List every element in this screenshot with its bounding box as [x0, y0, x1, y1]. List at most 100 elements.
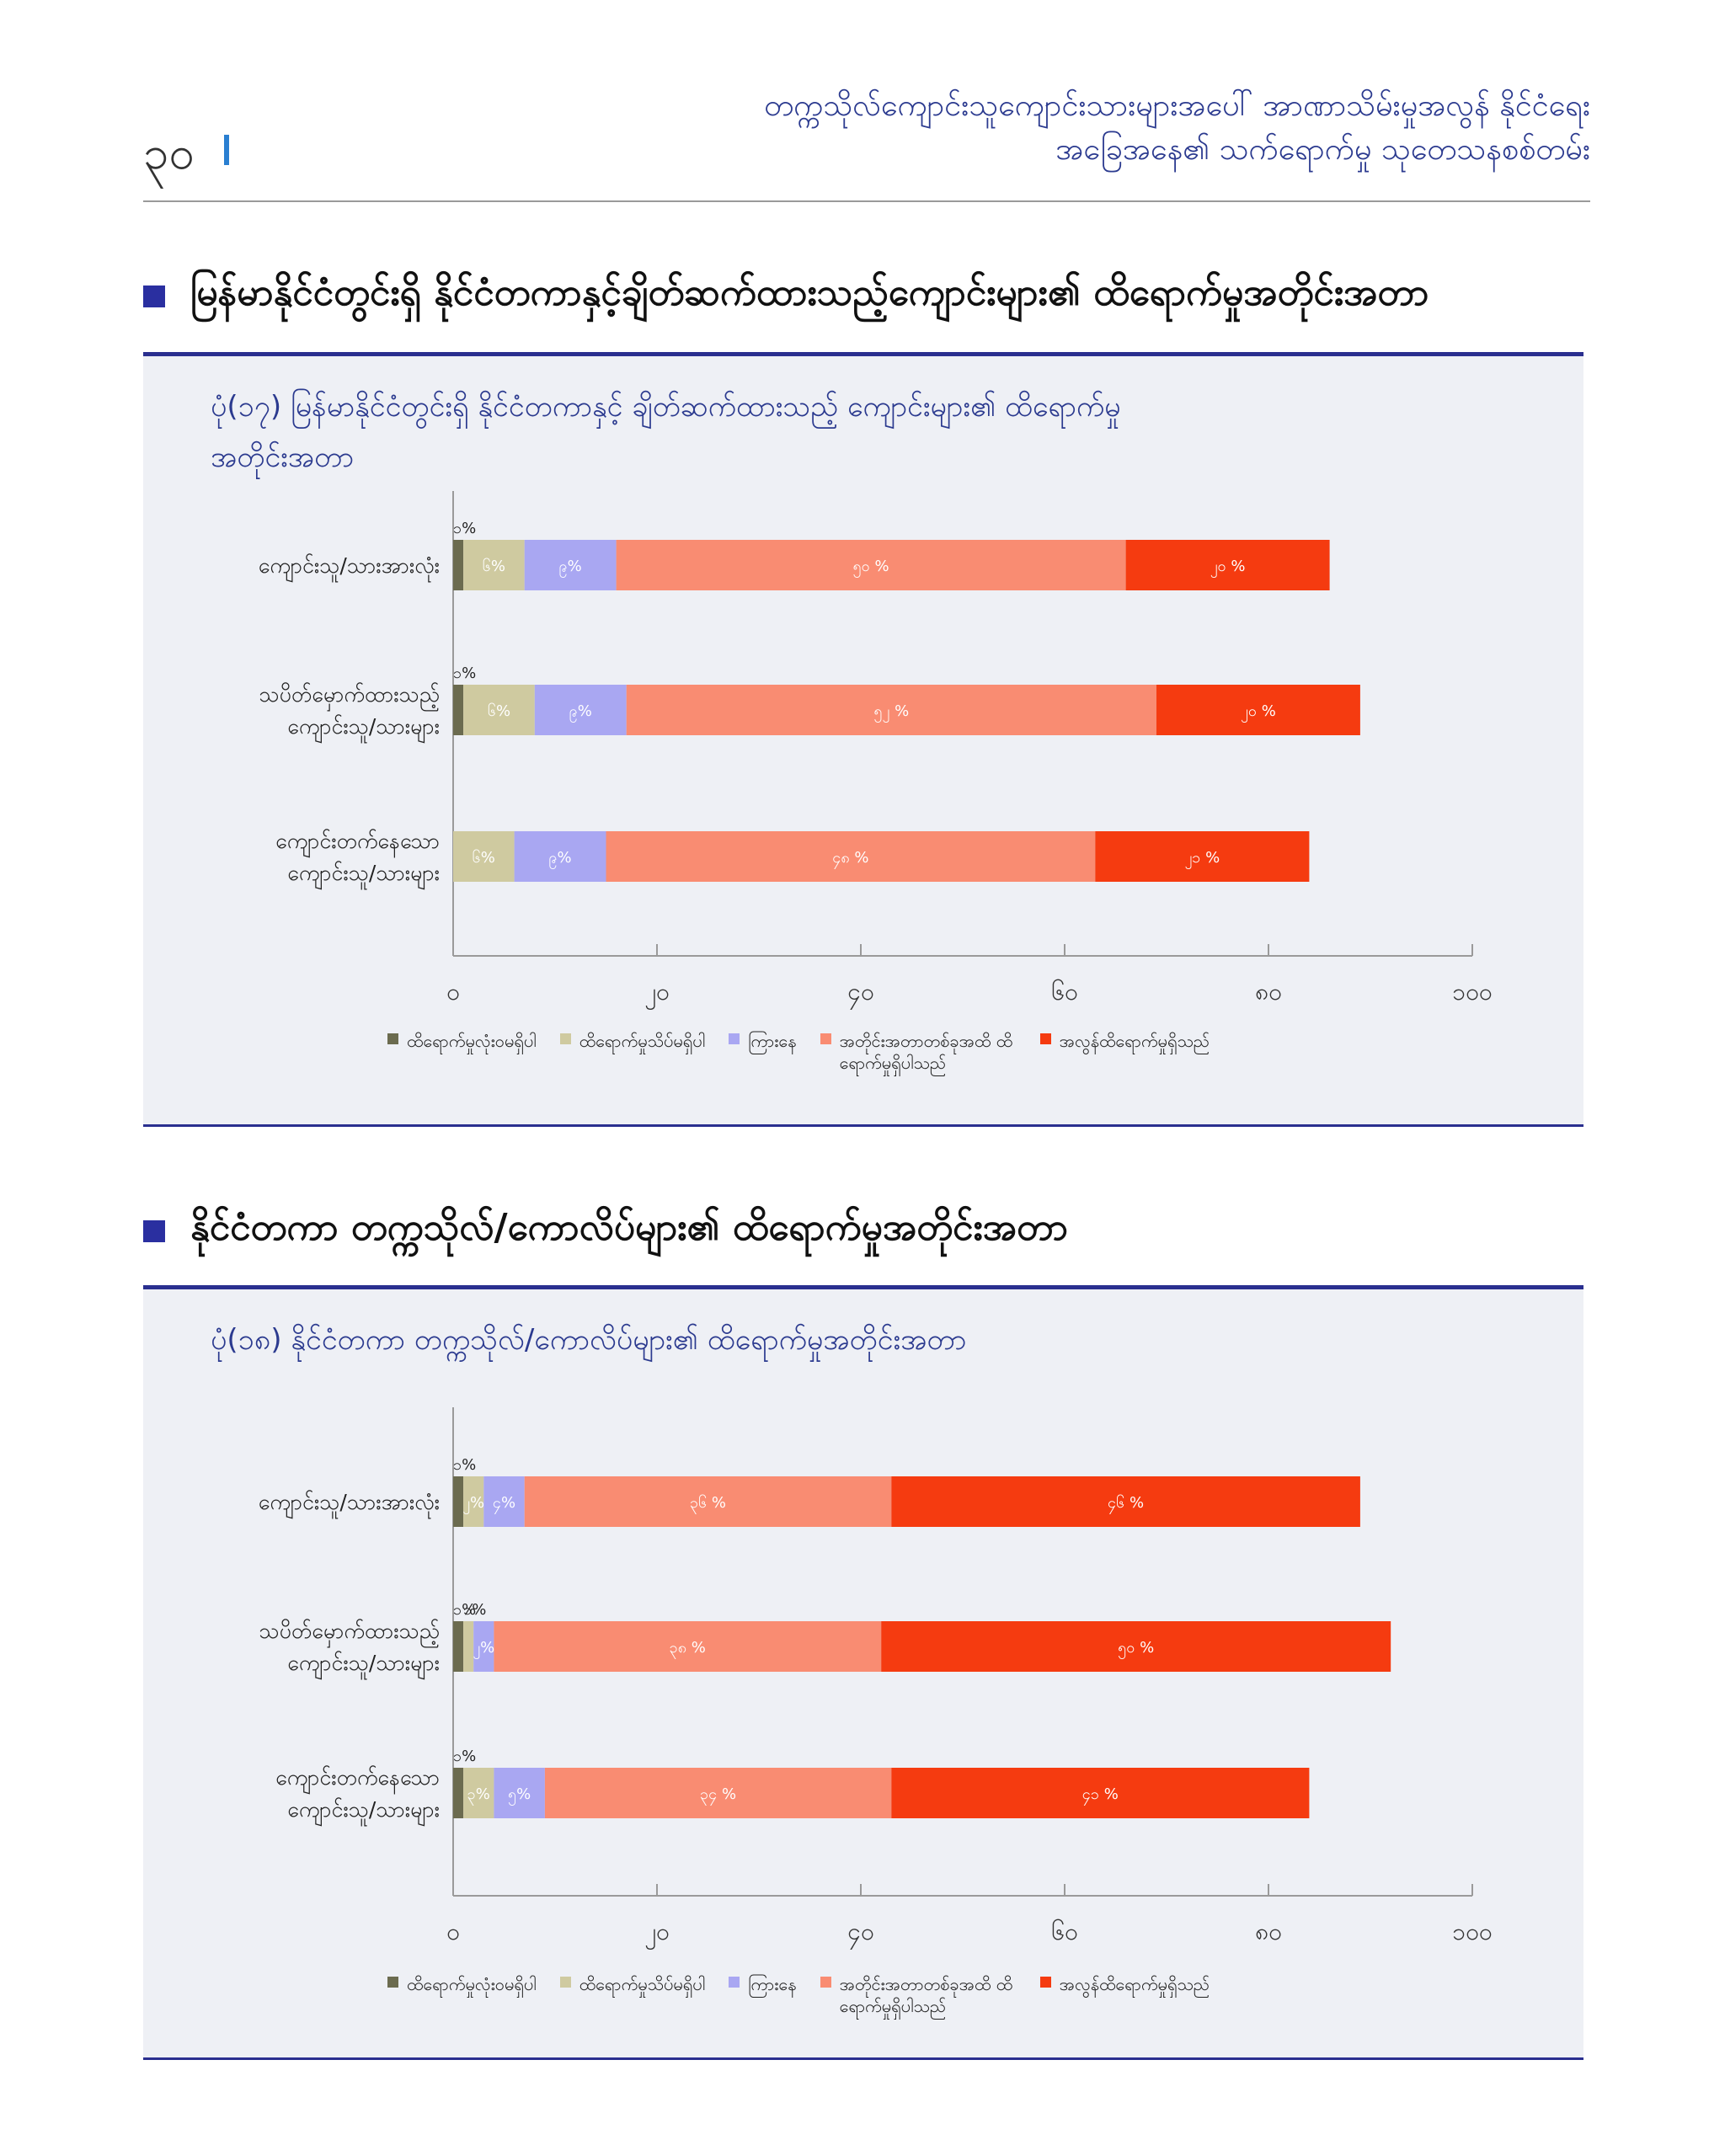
section-heading-text: နိုင်ငံတကာ တက္ကသိုလ်/ကောလိပ်များ၏ ထိရောက… — [190, 1206, 1068, 1249]
bar-segment — [524, 540, 617, 590]
data-label: ၅၂ % — [873, 702, 909, 723]
bar-segment — [453, 1768, 464, 1818]
legend-swatch — [1039, 1977, 1051, 1988]
bar-segment — [891, 1476, 1360, 1527]
data-label: ၅၀ % — [1118, 1639, 1154, 1659]
legend-swatch — [820, 1033, 831, 1044]
bar-segment — [453, 831, 515, 882]
bar-segment — [463, 1476, 484, 1527]
data-label: ၁% — [463, 1601, 486, 1619]
legend-swatch — [559, 1977, 571, 1988]
data-label: ၉% — [559, 558, 582, 578]
x-tick-label: ၈၀ — [1255, 978, 1282, 1006]
x-tick-label: ၄၀ — [847, 978, 874, 1011]
bar-segment — [616, 540, 1126, 590]
bar-segment — [544, 1768, 892, 1818]
data-label: ၅၀ % — [853, 558, 889, 578]
category-label: ကျောင်းတက်နေသော — [275, 1765, 440, 1794]
category-label: ကျောင်းသူ/သားများ — [287, 1651, 440, 1679]
data-label: ၁% — [453, 1748, 476, 1765]
header-rule — [143, 200, 1590, 202]
legend-item: ထိရောက်မှုသိပ်မရှိပါ — [559, 1030, 705, 1074]
x-tick-label: ၁၀၀ — [1452, 1918, 1492, 1945]
legend-label: အတိုင်းအတာတစ်ခုအထိ ထိရောက်မှုရှိပါသည် — [839, 1031, 1013, 1073]
bar-segment — [463, 1768, 494, 1818]
data-label: ၃% — [467, 1785, 490, 1806]
chart-legend: ထိရောက်မှုလုံးဝမရှိပါ ထိရောက်မှုသိပ်မရှိပ… — [387, 1030, 1210, 1074]
data-label: ၉% — [548, 849, 571, 869]
data-label: ၄၈ % — [832, 849, 868, 869]
bar-segment — [1095, 831, 1310, 882]
bar-segment — [881, 1621, 1391, 1672]
data-label: ၂၀ % — [1210, 558, 1246, 578]
section-heading-text: မြန်မာနိုင်ငံတွင်းရှိ နိုင်ငံတကာနှင့်ချိ… — [190, 271, 1429, 314]
bar-segment — [453, 1476, 464, 1527]
data-label: ၂% — [462, 1494, 484, 1514]
bar-segment — [524, 1476, 892, 1527]
bullet-square-icon — [143, 1220, 165, 1242]
legend-label: အလွန်ထိရောက်မှုရှိသည် — [1059, 1031, 1210, 1051]
legend-item: ထိရောက်မှုလုံးဝမရှိပါ — [387, 1030, 537, 1074]
chart-title: ပုံ(၁၈) နိုင်ငံတကာ တက္ကသိုလ်/ကောလိပ်များ… — [211, 1323, 967, 1357]
section-heading-2: နိုင်ငံတကာ တက္ကသိုလ်/ကောလိပ်များ၏ ထိရောက… — [143, 1204, 1068, 1258]
stacked-bar-chart-2: ၀၂၀ ၄၀ ၆၀ ၈၀ ၁၀၀ကျောင်းသူ/သားအားလုံး၁%၂% ၄% ၃၆… — [259, 1407, 1493, 1951]
category-label: ကျောင်းသူ/သားများ — [287, 1797, 440, 1826]
legend-swatch — [387, 1033, 398, 1044]
legend-swatch — [559, 1033, 571, 1044]
legend-swatch — [729, 1033, 740, 1044]
section-heading-1: မြန်မာနိုင်ငံတွင်းရှိ နိုင်ငံတကာနှင့်ချိ… — [143, 270, 1429, 323]
legend-swatch — [387, 1977, 398, 1988]
legend-swatch — [1039, 1033, 1051, 1044]
chart-panel-1: ပုံ(၁၇) မြန်မာနိုင်ငံတွင်းရှိ နိုင်ငံတကာ… — [143, 352, 1583, 1127]
bar-segment — [514, 831, 606, 882]
x-tick-label: ၆၀ — [1051, 977, 1078, 1006]
data-label: ၃၆ % — [690, 1494, 726, 1514]
legend-item: အတိုင်းအတာတစ်ခုအထိ ထိရောက်မှုရှိပါသည် — [820, 1030, 1017, 1074]
legend-label: အလွန်ထိရောက်မှုရှိသည် — [1059, 1974, 1210, 1994]
legend-item: အလွန်ထိရောက်မှုရှိသည် — [1039, 1973, 1210, 2017]
x-tick-label: ၄၀ — [847, 1918, 874, 1951]
bar-segment — [494, 1621, 882, 1672]
data-label: ၉% — [569, 702, 592, 723]
legend-label: ထိရောက်မှုလုံးဝမရှိပါ — [407, 1974, 537, 1994]
chart-legend: ထိရောက်မှုလုံးဝမရှိပါ ထိရောက်မှုသိပ်မရှိပ… — [387, 1973, 1210, 2017]
bar-segment — [1156, 685, 1360, 735]
data-label: ၆% — [473, 849, 495, 867]
bullet-square-icon — [143, 286, 165, 307]
data-label: ၃၄ % — [700, 1785, 736, 1806]
category-label: ကျောင်းတက်နေသော — [275, 829, 440, 857]
legend-label: ကြားနေ — [748, 1974, 797, 1994]
legend-item: ကြားနေ — [729, 1973, 797, 2017]
bar-segment — [463, 1621, 474, 1672]
data-label: ၁% — [453, 1456, 476, 1474]
bar-segment — [463, 685, 535, 735]
category-label: ကျောင်းသူ/သားများ — [287, 714, 440, 743]
legend-label: ထိရောက်မှုလုံးဝမရှိပါ — [407, 1031, 537, 1051]
data-label: ၄၆ % — [1108, 1494, 1144, 1514]
bar-segment — [626, 685, 1156, 735]
stacked-bar-chart-1: ၀၂၀ ၄၀ ၆၀ ၈၀ ၁၀၀ကျောင်းသူ/သားအားလုံး၁%၆% ၉% ၅၀… — [259, 491, 1493, 1011]
data-label: ၄% — [493, 1494, 515, 1514]
x-tick-label: ၂၀ — [644, 978, 670, 1011]
x-tick-label: ၀ — [446, 1918, 460, 1945]
page-number-accent-bar — [224, 135, 229, 165]
legend-label: ကြားနေ — [748, 1031, 797, 1051]
data-label: ၁% — [453, 664, 476, 682]
data-label: ၅% — [508, 1785, 531, 1806]
category-label: ကျောင်းသူ/သားအားလုံး — [259, 553, 440, 582]
data-label: ၃၈ % — [670, 1639, 706, 1659]
data-label: ၄၁ % — [1082, 1785, 1119, 1806]
x-tick-label: ၀ — [446, 978, 460, 1006]
legend-swatch — [820, 1977, 831, 1988]
bar-segment — [1125, 540, 1330, 590]
bar-segment — [453, 1621, 464, 1672]
x-tick-label: ၆၀ — [1051, 1917, 1078, 1945]
legend-label: ထိရောက်မှုသိပ်မရှိပါ — [579, 1974, 706, 1994]
x-tick-label: ၈၀ — [1255, 1918, 1282, 1945]
data-label: ၁% — [453, 1601, 476, 1619]
data-label: ၂၀ % — [1241, 702, 1276, 723]
bar-segment — [453, 685, 464, 735]
legend-swatch — [729, 1977, 740, 1988]
bar-segment — [473, 1621, 494, 1672]
data-label: ၆% — [483, 558, 505, 575]
